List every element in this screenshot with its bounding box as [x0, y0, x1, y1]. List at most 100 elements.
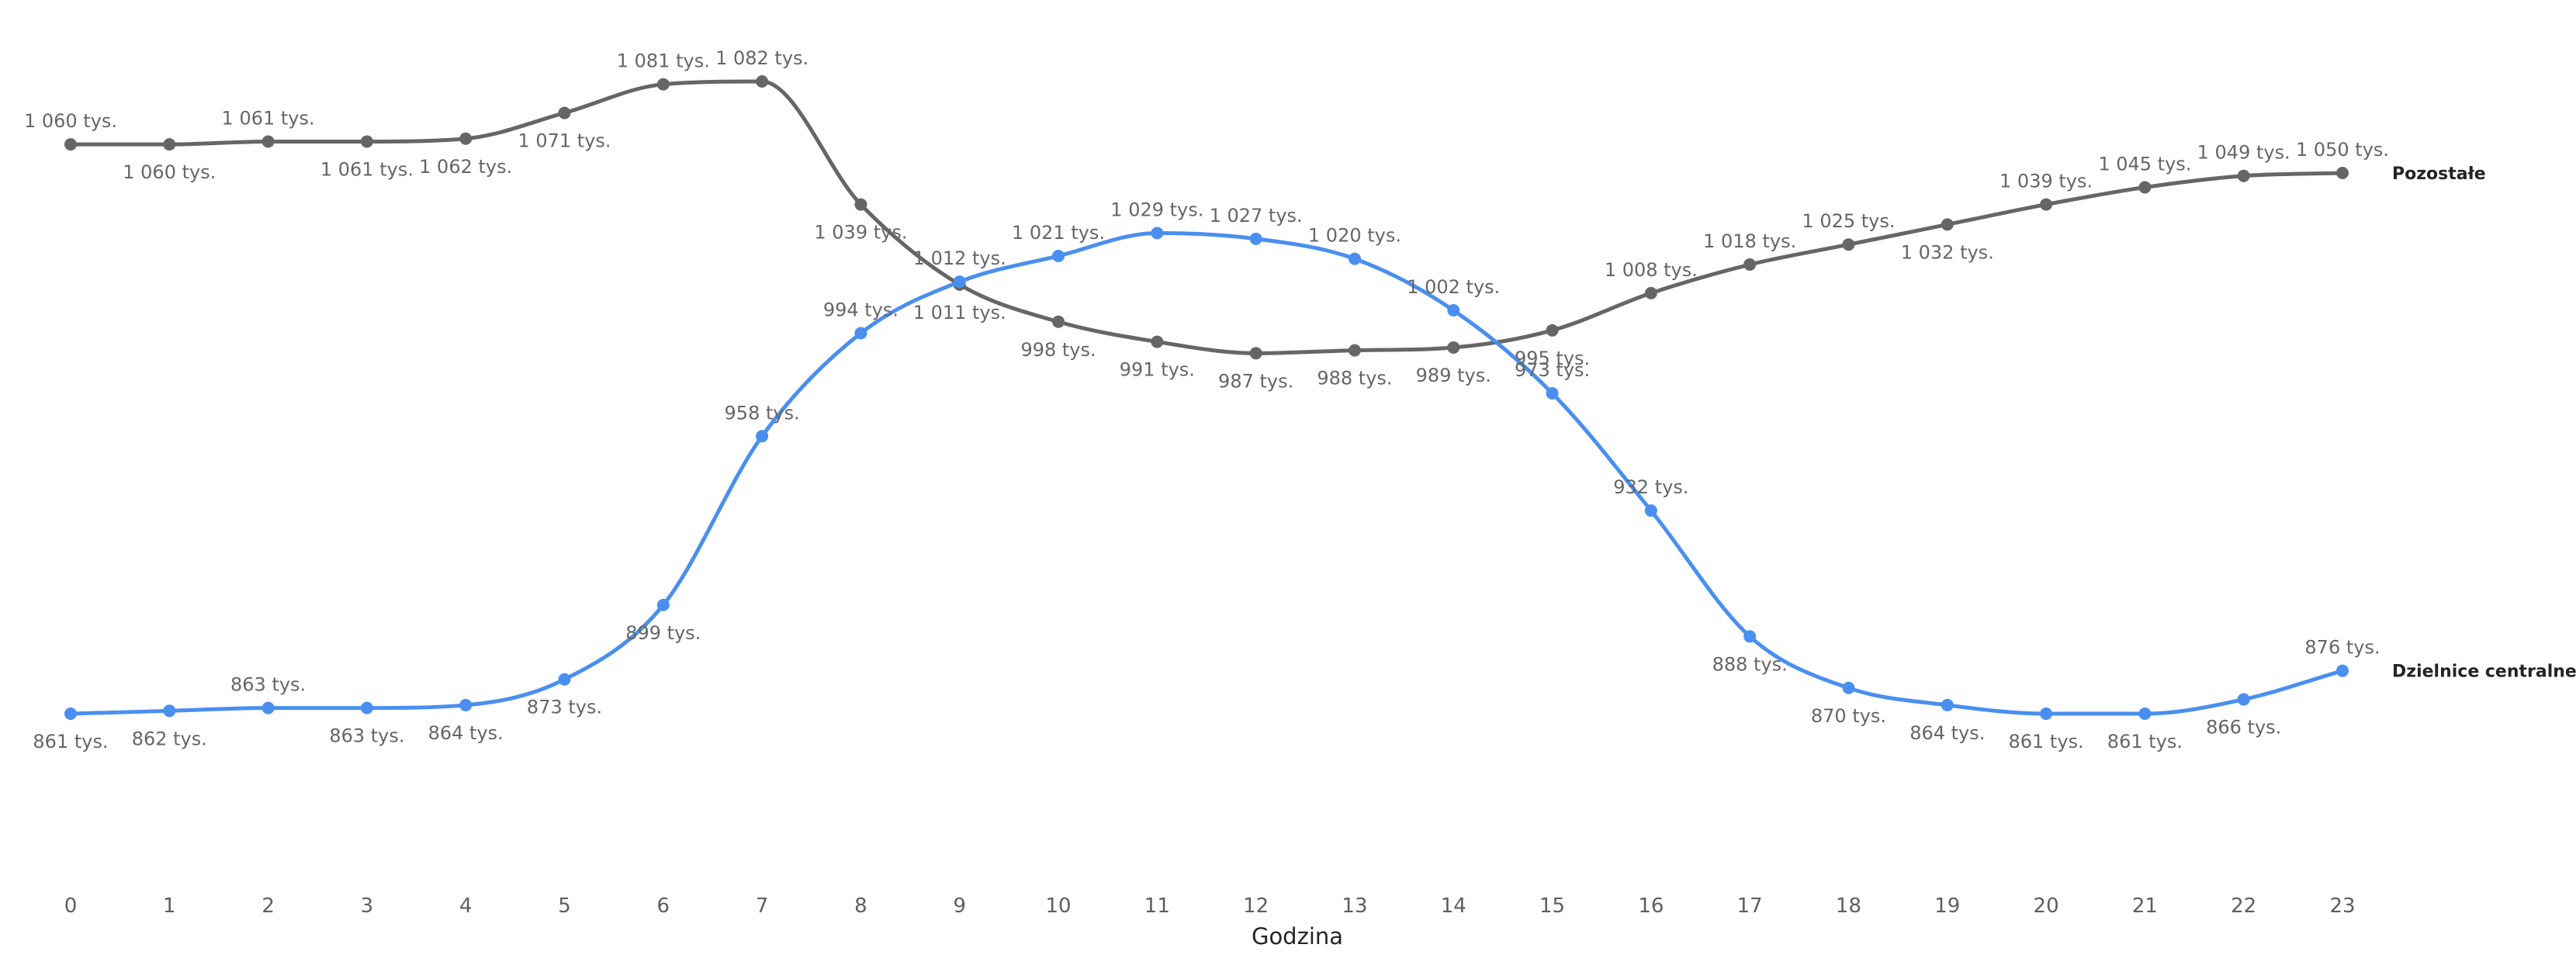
data-point[interactable] [656, 598, 670, 611]
x-tick-label: 7 [756, 894, 769, 918]
series-line [68, 79, 2345, 355]
data-label: 1 008 tys. [1605, 259, 1698, 281]
data-point[interactable] [2336, 167, 2349, 180]
data-point[interactable] [1842, 238, 1855, 251]
data-point[interactable] [656, 78, 670, 91]
data-point[interactable] [1348, 252, 1361, 265]
data-point[interactable] [756, 75, 769, 88]
series-name-label: Dzielnice centralne [2392, 662, 2576, 682]
data-label: 1 039 tys. [814, 222, 907, 244]
data-label: 861 tys. [2008, 731, 2083, 752]
data-point[interactable] [261, 701, 275, 714]
x-tick-label: 1 [163, 894, 176, 918]
series-line [68, 230, 2345, 716]
data-point[interactable] [1249, 232, 1262, 245]
data-point[interactable] [1644, 286, 1657, 299]
data-point[interactable] [1151, 335, 1164, 348]
data-label: 988 tys. [1317, 368, 1392, 389]
data-label: 861 tys. [2107, 731, 2183, 752]
x-tick-label: 3 [361, 894, 374, 918]
x-axis-ticks: 0 1 2 3 4 5 6 7 8 9 10 11 12 13 14 15 16 17 18 19 20 21 22 23 [64, 894, 2356, 918]
data-point[interactable] [953, 275, 966, 289]
data-point[interactable] [2138, 181, 2152, 194]
data-point[interactable] [1447, 341, 1460, 354]
data-label: 863 tys. [329, 725, 404, 747]
data-point[interactable] [1644, 504, 1657, 517]
data-point[interactable] [1842, 681, 1855, 694]
data-label: 1 049 tys. [2197, 142, 2290, 164]
data-point[interactable] [756, 430, 769, 443]
data-point[interactable] [2040, 707, 2053, 720]
data-point[interactable] [1546, 323, 1559, 337]
data-labels-layer: 1 060 tys. 1 060 tys. 1 061 tys. 1 061 tys.… [24, 47, 2576, 752]
data-point[interactable] [360, 135, 373, 148]
data-label: 1 012 tys. [913, 247, 1006, 269]
data-label: 1 061 tys. [320, 158, 414, 180]
x-tick-label: 9 [953, 894, 966, 918]
data-point[interactable] [1348, 344, 1361, 357]
x-tick-label: 2 [261, 894, 275, 918]
data-point[interactable] [558, 106, 571, 119]
data-label: 1 061 tys. [222, 107, 315, 129]
x-tick-label: 15 [1539, 894, 1565, 918]
data-point[interactable] [854, 327, 867, 340]
x-tick-label: 6 [657, 894, 670, 918]
data-point[interactable] [1743, 630, 1757, 643]
data-point[interactable] [2237, 169, 2250, 182]
data-label: 987 tys. [1218, 370, 1293, 392]
data-point[interactable] [1447, 304, 1460, 317]
data-point[interactable] [1052, 249, 1065, 262]
data-label: 899 tys. [625, 622, 701, 644]
data-point[interactable] [1249, 347, 1262, 360]
data-point[interactable] [459, 132, 473, 145]
data-point[interactable] [1941, 218, 1954, 231]
data-label: 1 060 tys. [123, 161, 216, 183]
data-label: 863 tys. [230, 674, 306, 696]
data-point[interactable] [459, 698, 473, 711]
data-label: 1 027 tys. [1210, 205, 1303, 227]
data-label: 995 tys. [1515, 348, 1590, 369]
data-label: 994 tys. [823, 299, 898, 321]
data-label: 1 060 tys. [24, 110, 117, 132]
data-label: 932 tys. [1613, 476, 1688, 498]
data-point[interactable] [2138, 707, 2152, 720]
x-tick-label: 5 [558, 894, 571, 918]
data-point[interactable] [1546, 386, 1559, 400]
data-label: 1 039 tys. [2000, 171, 2093, 192]
data-label: 1 011 tys. [913, 302, 1006, 323]
data-point[interactable] [64, 707, 77, 720]
data-label: 1 018 tys. [1703, 230, 1796, 252]
data-label: 1 021 tys. [1012, 222, 1105, 244]
data-point[interactable] [1052, 315, 1065, 328]
data-point[interactable] [854, 198, 867, 211]
series-1 [64, 227, 2349, 720]
data-point[interactable] [1151, 227, 1164, 240]
data-point[interactable] [1941, 698, 1954, 711]
data-point[interactable] [1743, 258, 1757, 272]
x-axis-title: Godzina [1252, 923, 1343, 950]
data-label: 1 032 tys. [1901, 241, 1994, 263]
data-label: 861 tys. [33, 731, 108, 752]
data-label: 1 050 tys. [2296, 139, 2389, 161]
data-point[interactable] [261, 135, 275, 148]
data-point[interactable] [2040, 198, 2053, 211]
data-label: 989 tys. [1416, 365, 1491, 386]
x-tick-label: 4 [459, 894, 473, 918]
data-label: 873 tys. [527, 697, 602, 718]
data-label: 1 062 tys. [419, 156, 512, 178]
x-tick-label: 18 [1836, 894, 1861, 918]
data-point[interactable] [163, 138, 176, 151]
data-point[interactable] [558, 673, 571, 686]
data-point[interactable] [163, 704, 176, 718]
data-point[interactable] [64, 138, 77, 151]
x-tick-label: 8 [854, 894, 867, 918]
data-point[interactable] [2237, 693, 2250, 706]
data-label: 958 tys. [725, 402, 800, 424]
data-label: 1 082 tys. [715, 47, 808, 69]
data-label: 870 tys. [1811, 705, 1886, 727]
data-label: 862 tys. [132, 728, 207, 749]
data-label: 1 020 tys. [1308, 225, 1401, 247]
data-point[interactable] [2336, 664, 2349, 677]
data-point[interactable] [360, 701, 373, 714]
